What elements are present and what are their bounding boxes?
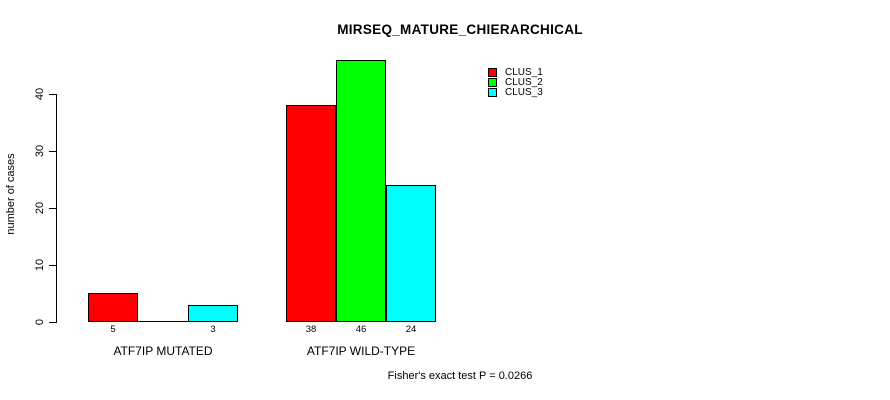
legend-label-clus_3: CLUS_3 <box>505 87 543 98</box>
y-tick-mark <box>49 208 56 209</box>
bar-clus_1-group1 <box>88 293 138 322</box>
y-tick-mark <box>49 151 56 152</box>
bar-clus_2-group1-zero <box>138 321 189 322</box>
legend-swatch-clus_3 <box>488 88 497 97</box>
bar-value-label: 3 <box>210 324 216 335</box>
bar-clus_2-group2 <box>336 60 386 322</box>
y-tick-mark <box>49 94 56 95</box>
bar-clus_3-group1 <box>188 305 238 322</box>
y-tick-label: 0 <box>34 318 46 326</box>
chart-title: MIRSEQ_MATURE_CHIERARCHICAL <box>337 22 583 37</box>
category-label: ATF7IP MUTATED <box>113 344 213 358</box>
legend-label-clus_2: CLUS_2 <box>505 77 543 88</box>
legend-swatch-clus_1 <box>488 68 497 77</box>
bar-value-label: 24 <box>405 324 417 335</box>
category-label: ATF7IP WILD-TYPE <box>306 344 416 358</box>
legend-swatch-clus_2 <box>488 78 497 87</box>
y-axis-line <box>56 94 57 323</box>
y-tick-label: 40 <box>34 87 46 101</box>
y-tick-mark <box>49 265 56 266</box>
bar-clus_3-group2 <box>386 185 436 322</box>
annotation-text: Fisher's exact test P = 0.0266 <box>387 370 533 382</box>
legend-label-clus_1: CLUS_1 <box>505 67 543 78</box>
bar-clus_1-group2 <box>286 105 336 322</box>
bar-value-label: 5 <box>110 324 116 335</box>
y-tick-label: 10 <box>34 258 46 272</box>
y-tick-label: 30 <box>34 144 46 158</box>
bar-value-label: 38 <box>305 324 317 335</box>
bar-value-label: 46 <box>355 324 367 335</box>
y-tick-mark <box>49 322 56 323</box>
y-tick-label: 20 <box>34 201 46 215</box>
